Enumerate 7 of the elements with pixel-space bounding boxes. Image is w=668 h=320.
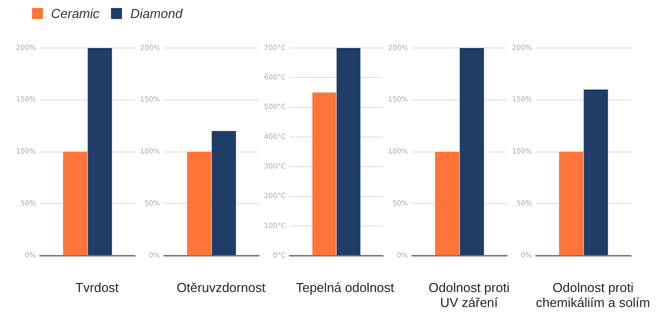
x-axis-title: Tepelná odolnost: [296, 280, 394, 295]
legend-label: Diamond: [130, 6, 182, 21]
x-axis-title: Odolnost proti chemikáliím a solím: [536, 280, 650, 310]
x-axis-title: Tvrdost: [74, 280, 120, 295]
legend-label: Ceramic: [51, 6, 100, 21]
x-axis-title: Otěruvzdornost: [176, 280, 266, 295]
x-axis-title: Odolnost proti UV záření: [428, 280, 510, 310]
